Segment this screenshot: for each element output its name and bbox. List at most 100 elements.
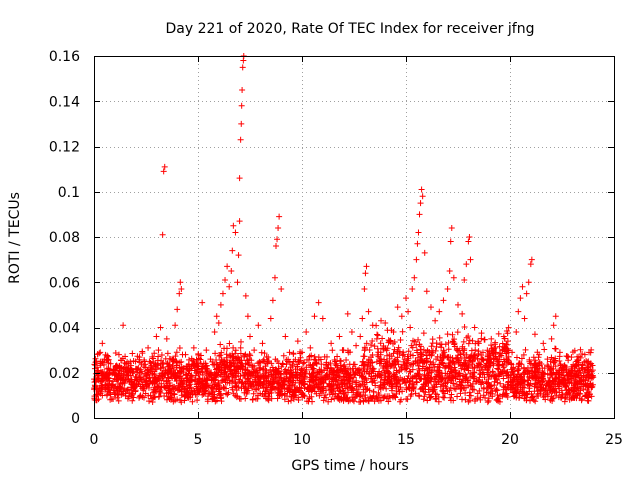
roti-sample-point — [504, 394, 511, 401]
roti-sample-point — [409, 380, 416, 387]
roti-sample-point — [365, 398, 372, 405]
roti-data-point — [509, 349, 516, 356]
roti-sample-point — [235, 357, 242, 364]
roti-data-point — [413, 256, 420, 263]
roti-data-point — [237, 136, 244, 143]
roti-sample-point — [541, 365, 548, 372]
roti-sample-point — [488, 342, 495, 349]
roti-data-point — [290, 358, 297, 365]
roti-sample-point — [584, 369, 591, 376]
roti-sample-point — [585, 364, 592, 371]
roti-sample-point — [433, 356, 440, 363]
roti-sample-point — [464, 377, 471, 384]
roti-sample-point — [309, 372, 316, 379]
roti-data-point — [561, 362, 568, 369]
roti-sample-point — [533, 377, 540, 384]
roti-sample-point — [577, 346, 584, 353]
roti-sample-point — [532, 398, 539, 405]
roti-sample-point — [132, 373, 139, 380]
roti-data-point — [552, 313, 559, 320]
roti-data-point — [531, 331, 538, 338]
roti-sample-point — [242, 365, 249, 372]
roti-sample-point — [103, 392, 110, 399]
roti-data-point — [590, 374, 597, 381]
roti-sample-point — [383, 395, 390, 402]
roti-sample-point — [322, 392, 329, 399]
roti-sample-point — [226, 340, 233, 347]
roti-data-point — [215, 319, 222, 326]
roti-sample-point — [325, 398, 332, 405]
roti-sample-point — [105, 357, 112, 364]
roti-data-point — [523, 290, 530, 297]
x-tick-labels: 0 5 10 15 20 25 — [90, 432, 623, 448]
roti-data-point — [569, 367, 576, 374]
roti-sample-point — [179, 366, 186, 373]
roti-sample-point — [241, 352, 248, 359]
roti-sample-point — [568, 375, 575, 382]
roti-sample-point — [461, 373, 468, 380]
roti-data-point — [405, 308, 412, 315]
roti-data-point — [136, 372, 143, 379]
roti-sample-point — [189, 357, 196, 364]
roti-sample-point — [344, 347, 351, 354]
roti-data-point — [411, 274, 418, 281]
roti-sample-point — [288, 393, 295, 400]
roti-data-point — [463, 261, 470, 268]
roti-sample-point — [528, 390, 535, 397]
roti-sample-point — [130, 394, 137, 401]
roti-sample-point — [136, 393, 143, 400]
roti-data-point — [357, 333, 364, 340]
roti-sample-point — [289, 381, 296, 388]
roti-data-point — [97, 349, 104, 356]
roti-sample-point — [281, 385, 288, 392]
roti-data-point — [353, 342, 360, 349]
roti-data-point — [332, 358, 339, 365]
roti-sample-point — [365, 370, 372, 377]
roti-sample-point — [550, 395, 557, 402]
roti-sample-point — [134, 353, 141, 360]
roti-sample-point — [439, 360, 446, 367]
roti-sample-point — [331, 357, 338, 364]
roti-sample-point — [379, 335, 386, 342]
roti-data-point — [128, 376, 135, 383]
roti-sample-point — [538, 381, 545, 388]
roti-data-point — [414, 240, 421, 247]
roti-sample-point — [111, 391, 118, 398]
roti-sample-point — [433, 391, 440, 398]
roti-data-point — [275, 224, 282, 231]
roti-sample-point — [541, 346, 548, 353]
roti-sample-point — [531, 368, 538, 375]
roti-sample-point — [244, 373, 251, 380]
roti-data-point — [149, 353, 156, 360]
roti-sample-point — [385, 398, 392, 405]
roti-sample-point — [221, 385, 228, 392]
roti-sample-point — [509, 368, 516, 375]
roti-data-point — [303, 329, 310, 336]
roti-sample-point — [312, 380, 319, 387]
roti-sample-point — [403, 386, 410, 393]
roti-sample-point — [97, 362, 104, 369]
roti-sample-point — [428, 343, 435, 350]
roti-data-point — [232, 229, 239, 236]
roti-sample-point — [359, 358, 366, 365]
roti-sample-point — [301, 393, 308, 400]
roti-sample-point — [391, 375, 398, 382]
roti-sample-point — [409, 375, 416, 382]
roti-sample-point — [513, 354, 520, 361]
roti-sample-point — [224, 362, 231, 369]
roti-sample-point — [114, 387, 121, 394]
roti-sample-point — [486, 356, 493, 363]
roti-sample-point — [349, 394, 356, 401]
roti-sample-point — [422, 383, 429, 390]
x-tick-label: 0 — [90, 432, 99, 448]
roti-sample-point — [412, 390, 419, 397]
roti-sample-point — [571, 372, 578, 379]
roti-sample-point — [406, 368, 413, 375]
roti-data-point — [328, 340, 335, 347]
roti-data-point — [199, 299, 206, 306]
roti-sample-point — [164, 350, 171, 357]
roti-sample-point — [459, 345, 466, 352]
roti-sample-point — [408, 391, 415, 398]
roti-sample-point — [301, 376, 308, 383]
roti-sample-point — [465, 377, 472, 384]
